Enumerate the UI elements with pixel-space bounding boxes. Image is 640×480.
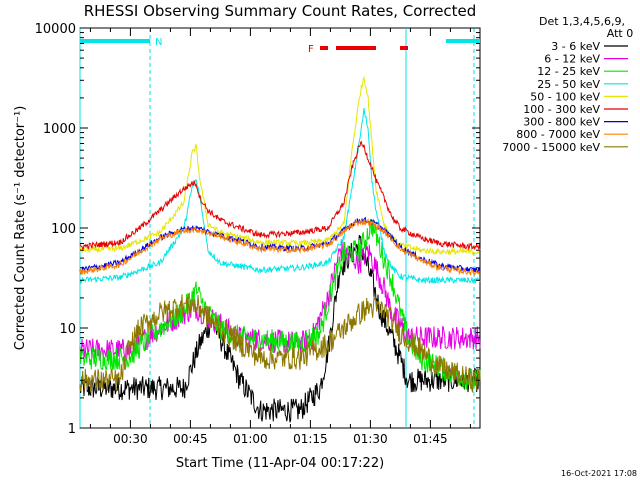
annotation-layer: NF <box>79 28 480 428</box>
x-tick-label: 01:45 <box>413 432 448 446</box>
legend-header-line: Att 0 <box>607 27 633 40</box>
legend-label: 300 - 800 keV <box>523 116 600 129</box>
legend-label: 100 - 300 keV <box>523 103 600 116</box>
series-line-3-6-kev <box>79 235 481 423</box>
y-tick-label: 1 <box>68 422 76 437</box>
x-tick-label: 01:15 <box>293 432 328 446</box>
series-line-50-100-kev <box>79 75 481 256</box>
y-axis-label: Corrected Count Rate (s⁻¹ detector⁻¹) <box>13 106 28 351</box>
series-line-7000-15000-kev <box>79 293 481 393</box>
axis-layer: 00:30 00:45 01:00 01:15 01:30 01:45 1 10 100 1000… <box>35 22 480 446</box>
y-tick-label: 1000 <box>43 122 76 137</box>
x-tick-label: 00:45 <box>173 432 208 446</box>
series-line-100-300-kev <box>79 140 481 251</box>
legend-label: 3 - 6 keV <box>551 40 600 53</box>
legend-label: 50 - 100 keV <box>530 90 600 103</box>
legend-header-line: Det 1,3,4,5,6,9, <box>539 15 625 28</box>
series-line-25-50-kev <box>79 108 481 285</box>
legend-label: 800 - 7000 keV <box>516 128 600 141</box>
y-tick-label: 10000 <box>35 22 76 37</box>
x-tick-label: 01:30 <box>353 432 388 446</box>
chart-title: RHESSI Observing Summary Count Rates, Co… <box>84 2 477 20</box>
legend-label: 7000 - 15000 keV <box>502 141 600 154</box>
x-tick-label: 00:30 <box>113 432 148 446</box>
series-line-800-7000-kev <box>79 217 481 276</box>
x-axis-label: Start Time (11-Apr-04 00:17:22) <box>176 456 384 471</box>
x-tick-label: 01:00 <box>233 432 268 446</box>
series-layer <box>79 75 481 423</box>
legend-label: 6 - 12 keV <box>544 53 600 66</box>
night-label: N <box>155 37 162 48</box>
series-line-300-800-kev <box>79 216 481 275</box>
legend-label: 12 - 25 keV <box>537 65 600 78</box>
y-tick-label: 100 <box>51 222 76 237</box>
footer-date: 16-Oct-2021 17:08 <box>561 469 637 478</box>
legend-label: 25 - 50 keV <box>537 78 600 91</box>
y-tick-label: 10 <box>59 322 76 337</box>
flare-label: F <box>308 44 314 55</box>
